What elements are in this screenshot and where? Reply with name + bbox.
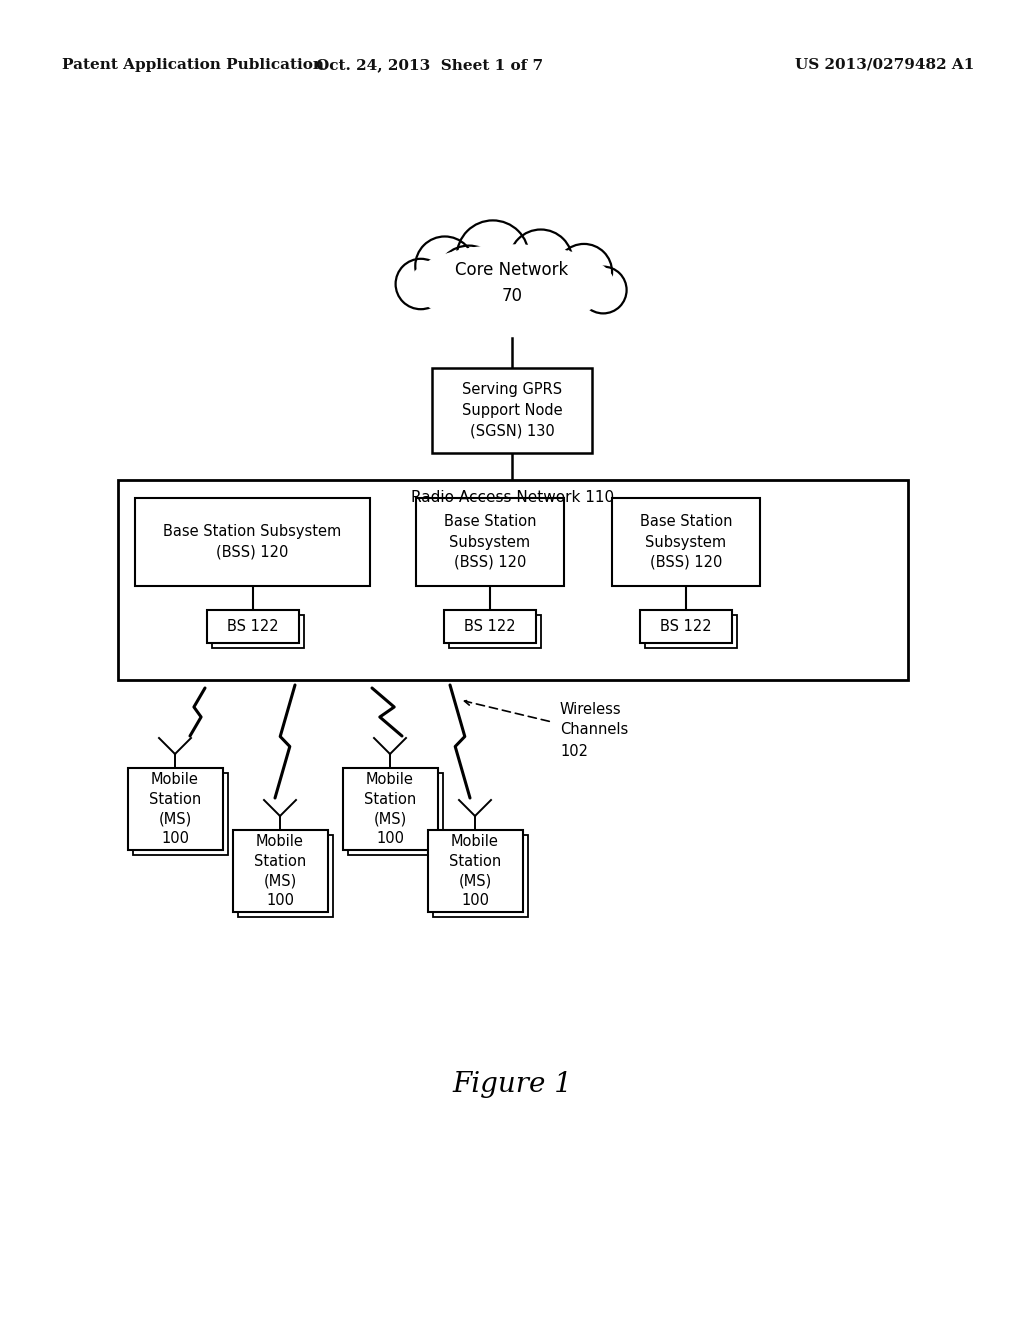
FancyBboxPatch shape — [207, 610, 299, 643]
FancyBboxPatch shape — [427, 830, 522, 912]
Text: Figure 1: Figure 1 — [452, 1072, 572, 1098]
Circle shape — [416, 236, 474, 296]
Text: BS 122: BS 122 — [464, 619, 516, 634]
FancyBboxPatch shape — [432, 368, 592, 453]
Text: Serving GPRS
Support Node
(SGSN) 130: Serving GPRS Support Node (SGSN) 130 — [462, 381, 562, 440]
FancyBboxPatch shape — [212, 615, 304, 648]
FancyBboxPatch shape — [238, 836, 333, 917]
Text: Mobile
Station
(MS)
100: Mobile Station (MS) 100 — [364, 772, 416, 846]
FancyBboxPatch shape — [645, 615, 737, 648]
Text: Mobile
Station
(MS)
100: Mobile Station (MS) 100 — [148, 772, 201, 846]
FancyBboxPatch shape — [232, 830, 328, 912]
Circle shape — [531, 255, 589, 313]
Text: Wireless
Channels
102: Wireless Channels 102 — [560, 701, 629, 759]
Text: Base Station Subsystem
(BSS) 120: Base Station Subsystem (BSS) 120 — [164, 524, 342, 560]
FancyBboxPatch shape — [432, 836, 527, 917]
Text: Patent Application Publication: Patent Application Publication — [62, 58, 324, 73]
FancyBboxPatch shape — [118, 480, 908, 680]
Text: Oct. 24, 2013  Sheet 1 of 7: Oct. 24, 2013 Sheet 1 of 7 — [316, 58, 544, 73]
Circle shape — [580, 267, 627, 313]
Text: Mobile
Station
(MS)
100: Mobile Station (MS) 100 — [254, 834, 306, 908]
Circle shape — [395, 259, 446, 309]
Text: Base Station
Subsystem
(BSS) 120: Base Station Subsystem (BSS) 120 — [640, 513, 732, 570]
Circle shape — [457, 220, 528, 293]
Circle shape — [556, 244, 612, 300]
FancyBboxPatch shape — [342, 768, 437, 850]
Text: US 2013/0279482 A1: US 2013/0279482 A1 — [795, 58, 975, 73]
Text: Radio Access Network 110: Radio Access Network 110 — [412, 490, 614, 504]
Text: Base Station
Subsystem
(BSS) 120: Base Station Subsystem (BSS) 120 — [443, 513, 537, 570]
FancyBboxPatch shape — [444, 610, 536, 643]
FancyBboxPatch shape — [640, 610, 732, 643]
Circle shape — [509, 230, 572, 293]
FancyBboxPatch shape — [132, 774, 227, 855]
FancyBboxPatch shape — [347, 774, 442, 855]
Text: Core Network
70: Core Network 70 — [456, 261, 568, 305]
FancyBboxPatch shape — [416, 498, 564, 586]
Text: BS 122: BS 122 — [227, 619, 279, 634]
Text: BS 122: BS 122 — [660, 619, 712, 634]
FancyBboxPatch shape — [135, 498, 370, 586]
Circle shape — [436, 246, 501, 310]
FancyBboxPatch shape — [449, 615, 541, 648]
FancyBboxPatch shape — [128, 768, 222, 850]
FancyBboxPatch shape — [612, 498, 760, 586]
Text: Mobile
Station
(MS)
100: Mobile Station (MS) 100 — [449, 834, 501, 908]
Ellipse shape — [410, 246, 614, 323]
Circle shape — [485, 248, 549, 312]
